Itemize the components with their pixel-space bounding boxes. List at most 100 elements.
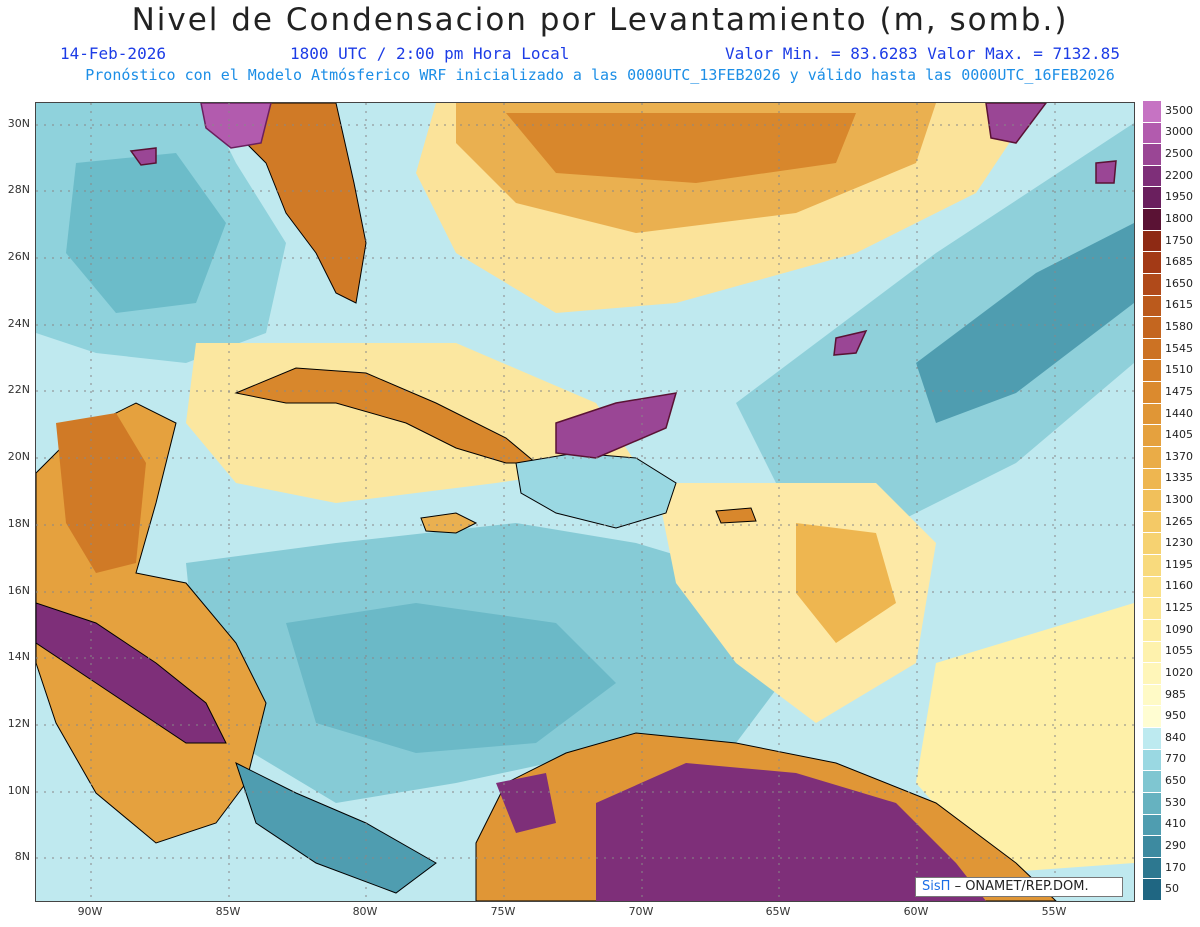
legend-level-label: 1055: [1165, 644, 1193, 658]
value-min-max: Valor Min. = 83.6283 Valor Max. = 7132.8…: [725, 44, 1120, 63]
legend-swatch: [1143, 727, 1161, 749]
eastern-caribbean-orange: [796, 523, 896, 643]
map-panel: [35, 102, 1135, 902]
legend-level-label: 1580: [1165, 320, 1193, 334]
lat-label-24n: 24N: [7, 317, 30, 330]
legend-level-label: 1800: [1165, 211, 1193, 225]
lat-label-12n: 12N: [7, 717, 30, 730]
legend-swatch: [1143, 662, 1161, 684]
credit-box: SisΠ – ONAMET/REP.DOM.: [915, 877, 1123, 897]
map-title: Nivel de Condensacion por Levantamiento …: [131, 2, 1069, 38]
legend-swatch: [1143, 381, 1161, 403]
legend-swatch: [1143, 143, 1161, 165]
legend-level-label: 1125: [1165, 601, 1193, 615]
legend-swatch: [1143, 705, 1161, 727]
lon-label-90w: 90W: [77, 905, 103, 918]
legend-level-label: 1370: [1165, 449, 1193, 463]
lat-label-28n: 28N: [7, 183, 30, 196]
legend-swatch: [1143, 186, 1161, 209]
legend-level-label: 1405: [1165, 428, 1193, 442]
forecast-time: 1800 UTC / 2:00 pm Hora Local: [290, 44, 570, 63]
sispi-logo: SisΠ: [922, 879, 951, 894]
legend-swatch: [1143, 316, 1161, 338]
lon-label-75w: 75W: [490, 905, 516, 918]
lat-label-18n: 18N: [7, 517, 30, 530]
onamet-credit: – ONAMET/REP.DOM.: [954, 879, 1089, 894]
high-lcl-cell-east: [833, 329, 868, 356]
legend-swatch: [1143, 856, 1161, 879]
legend-level-label: 950: [1165, 709, 1186, 723]
lon-label-70w: 70W: [628, 905, 654, 918]
lon-label-85w: 85W: [215, 905, 241, 918]
legend-level-label: 1685: [1165, 255, 1193, 269]
lat-label-16n: 16N: [7, 584, 30, 597]
gulf-core-zone: [66, 153, 226, 313]
legend-level-label: 650: [1165, 774, 1186, 788]
legend-level-label: 1020: [1165, 665, 1193, 679]
honduras-high-zone: [36, 602, 227, 744]
legend-level-label: 1750: [1165, 233, 1193, 247]
legend-level-label: 1950: [1165, 190, 1193, 204]
legend-swatch: [1143, 813, 1161, 836]
legend-swatch: [1143, 489, 1161, 511]
maracaibo-high-zone: [496, 773, 556, 833]
lat-label-22n: 22N: [7, 383, 30, 396]
legend-swatch: [1143, 878, 1161, 900]
legend-level-label: 3000: [1165, 125, 1193, 139]
lon-label-60w: 60W: [903, 905, 929, 918]
legend-swatch: [1143, 251, 1161, 273]
legend-level-label: 1265: [1165, 514, 1193, 528]
atlantic-south-dry: [916, 603, 1134, 873]
legend-level-label: 1160: [1165, 579, 1193, 593]
legend-swatch: [1143, 100, 1161, 122]
legend-level-label: 1545: [1165, 341, 1193, 355]
lon-label-55w: 55W: [1041, 905, 1067, 918]
atlantic-moist-band: [736, 123, 1134, 523]
lat-label-14n: 14N: [7, 650, 30, 663]
legend-level-label: 1090: [1165, 622, 1193, 636]
legend-level-label: 1510: [1165, 363, 1193, 377]
legend-swatch: [1143, 748, 1161, 771]
lat-label-30n: 30N: [7, 117, 30, 130]
legend-level-label: 1300: [1165, 493, 1193, 506]
legend-swatch: [1143, 359, 1161, 382]
color-scale-legend: 3500 3000 2500 2200 1950 1800 1750 1685 1650 1615…: [1143, 100, 1200, 905]
lon-label-80w: 80W: [352, 905, 378, 918]
yucatan-orange: [56, 413, 146, 573]
legend-level-label: 1230: [1165, 536, 1193, 550]
legend-level-label: 2200: [1165, 168, 1193, 182]
high-lcl-cell-gulf: [129, 147, 157, 166]
legend-swatch: [1143, 164, 1161, 187]
legend-swatch: [1143, 835, 1161, 857]
legend-swatch: [1143, 445, 1161, 468]
legend-level-label: 170: [1165, 860, 1186, 874]
panama-moist-zone: [235, 762, 437, 894]
model-description: Pronóstico con el Modelo Atmósferico WRF…: [85, 66, 1115, 84]
forecast-date: 14-Feb-2026: [60, 44, 166, 63]
jamaica-land: [420, 512, 478, 534]
high-lcl-cell-ne: [985, 103, 1047, 144]
legend-swatch: [1143, 402, 1161, 425]
legend-level-label: 1195: [1165, 557, 1193, 571]
graticule: [36, 103, 1134, 901]
legend-swatch: [1143, 554, 1161, 576]
legend-level-label: 1615: [1165, 298, 1193, 312]
legend-level-label: 1335: [1165, 471, 1193, 485]
legend-swatch: [1143, 618, 1161, 641]
legend-level-label: 1475: [1165, 384, 1193, 398]
legend-swatch: [1143, 337, 1161, 360]
legend-swatch: [1143, 272, 1161, 295]
legend-swatch: [1143, 770, 1161, 792]
caribbean-core-zone: [286, 603, 616, 753]
legend-level-label: 530: [1165, 795, 1186, 809]
legend-swatch: [1143, 467, 1161, 490]
puerto-rico-land: [715, 507, 757, 524]
lat-label-20n: 20N: [7, 450, 30, 463]
high-lcl-cell-atlantic: [555, 392, 678, 459]
high-lcl-cell-far-east: [1095, 160, 1117, 184]
legend-swatch: [1143, 208, 1161, 230]
legend-swatch: [1143, 294, 1161, 317]
legend-swatch: [1143, 683, 1161, 706]
legend-level-label: 290: [1165, 838, 1186, 852]
legend-level-label: 3500: [1165, 103, 1193, 117]
